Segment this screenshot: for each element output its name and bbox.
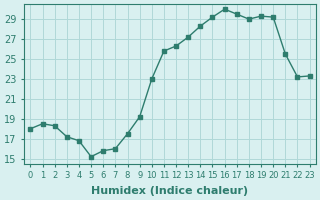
X-axis label: Humidex (Indice chaleur): Humidex (Indice chaleur) [92, 186, 249, 196]
